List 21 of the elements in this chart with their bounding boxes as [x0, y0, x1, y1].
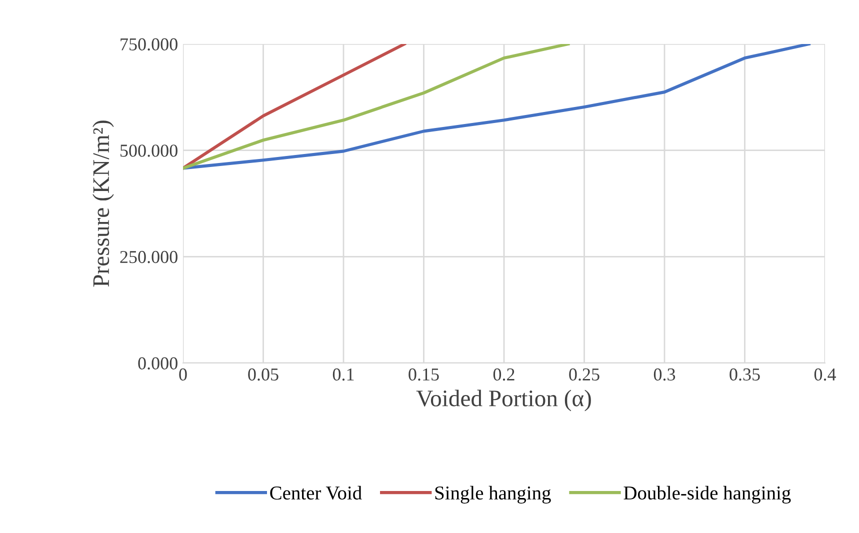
- y-tick-label: 750.000: [120, 38, 178, 51]
- legend-label: Double-side hanginig: [624, 486, 791, 504]
- legend-label: Single hanging: [435, 486, 551, 504]
- line-series: [183, 44, 810, 170]
- x-axis-title: Voided Portion (α): [416, 390, 591, 412]
- x-tick-label: 0.3: [654, 368, 676, 381]
- x-tick-label: 0.4: [814, 368, 836, 381]
- y-tick-label: 250.000: [120, 250, 178, 264]
- legend-label: Center Void: [270, 486, 362, 500]
- y-tick-label: 500.000: [120, 144, 178, 157]
- y-axis-title: Pressure (KN/m²): [92, 120, 114, 287]
- x-tick-label: 0.25: [569, 368, 600, 381]
- x-tick-label: 0: [179, 368, 187, 381]
- line-series: [183, 44, 570, 170]
- x-tick-label: 0.1: [332, 368, 354, 381]
- x-tick-label: 0.05: [248, 368, 278, 381]
- x-tick-label: 0.15: [408, 368, 439, 381]
- y-tick-label: 0.000: [138, 357, 178, 370]
- x-tick-label: 0.2: [493, 368, 514, 381]
- x-tick-label: 0.35: [730, 368, 760, 381]
- line-series: [183, 44, 406, 170]
